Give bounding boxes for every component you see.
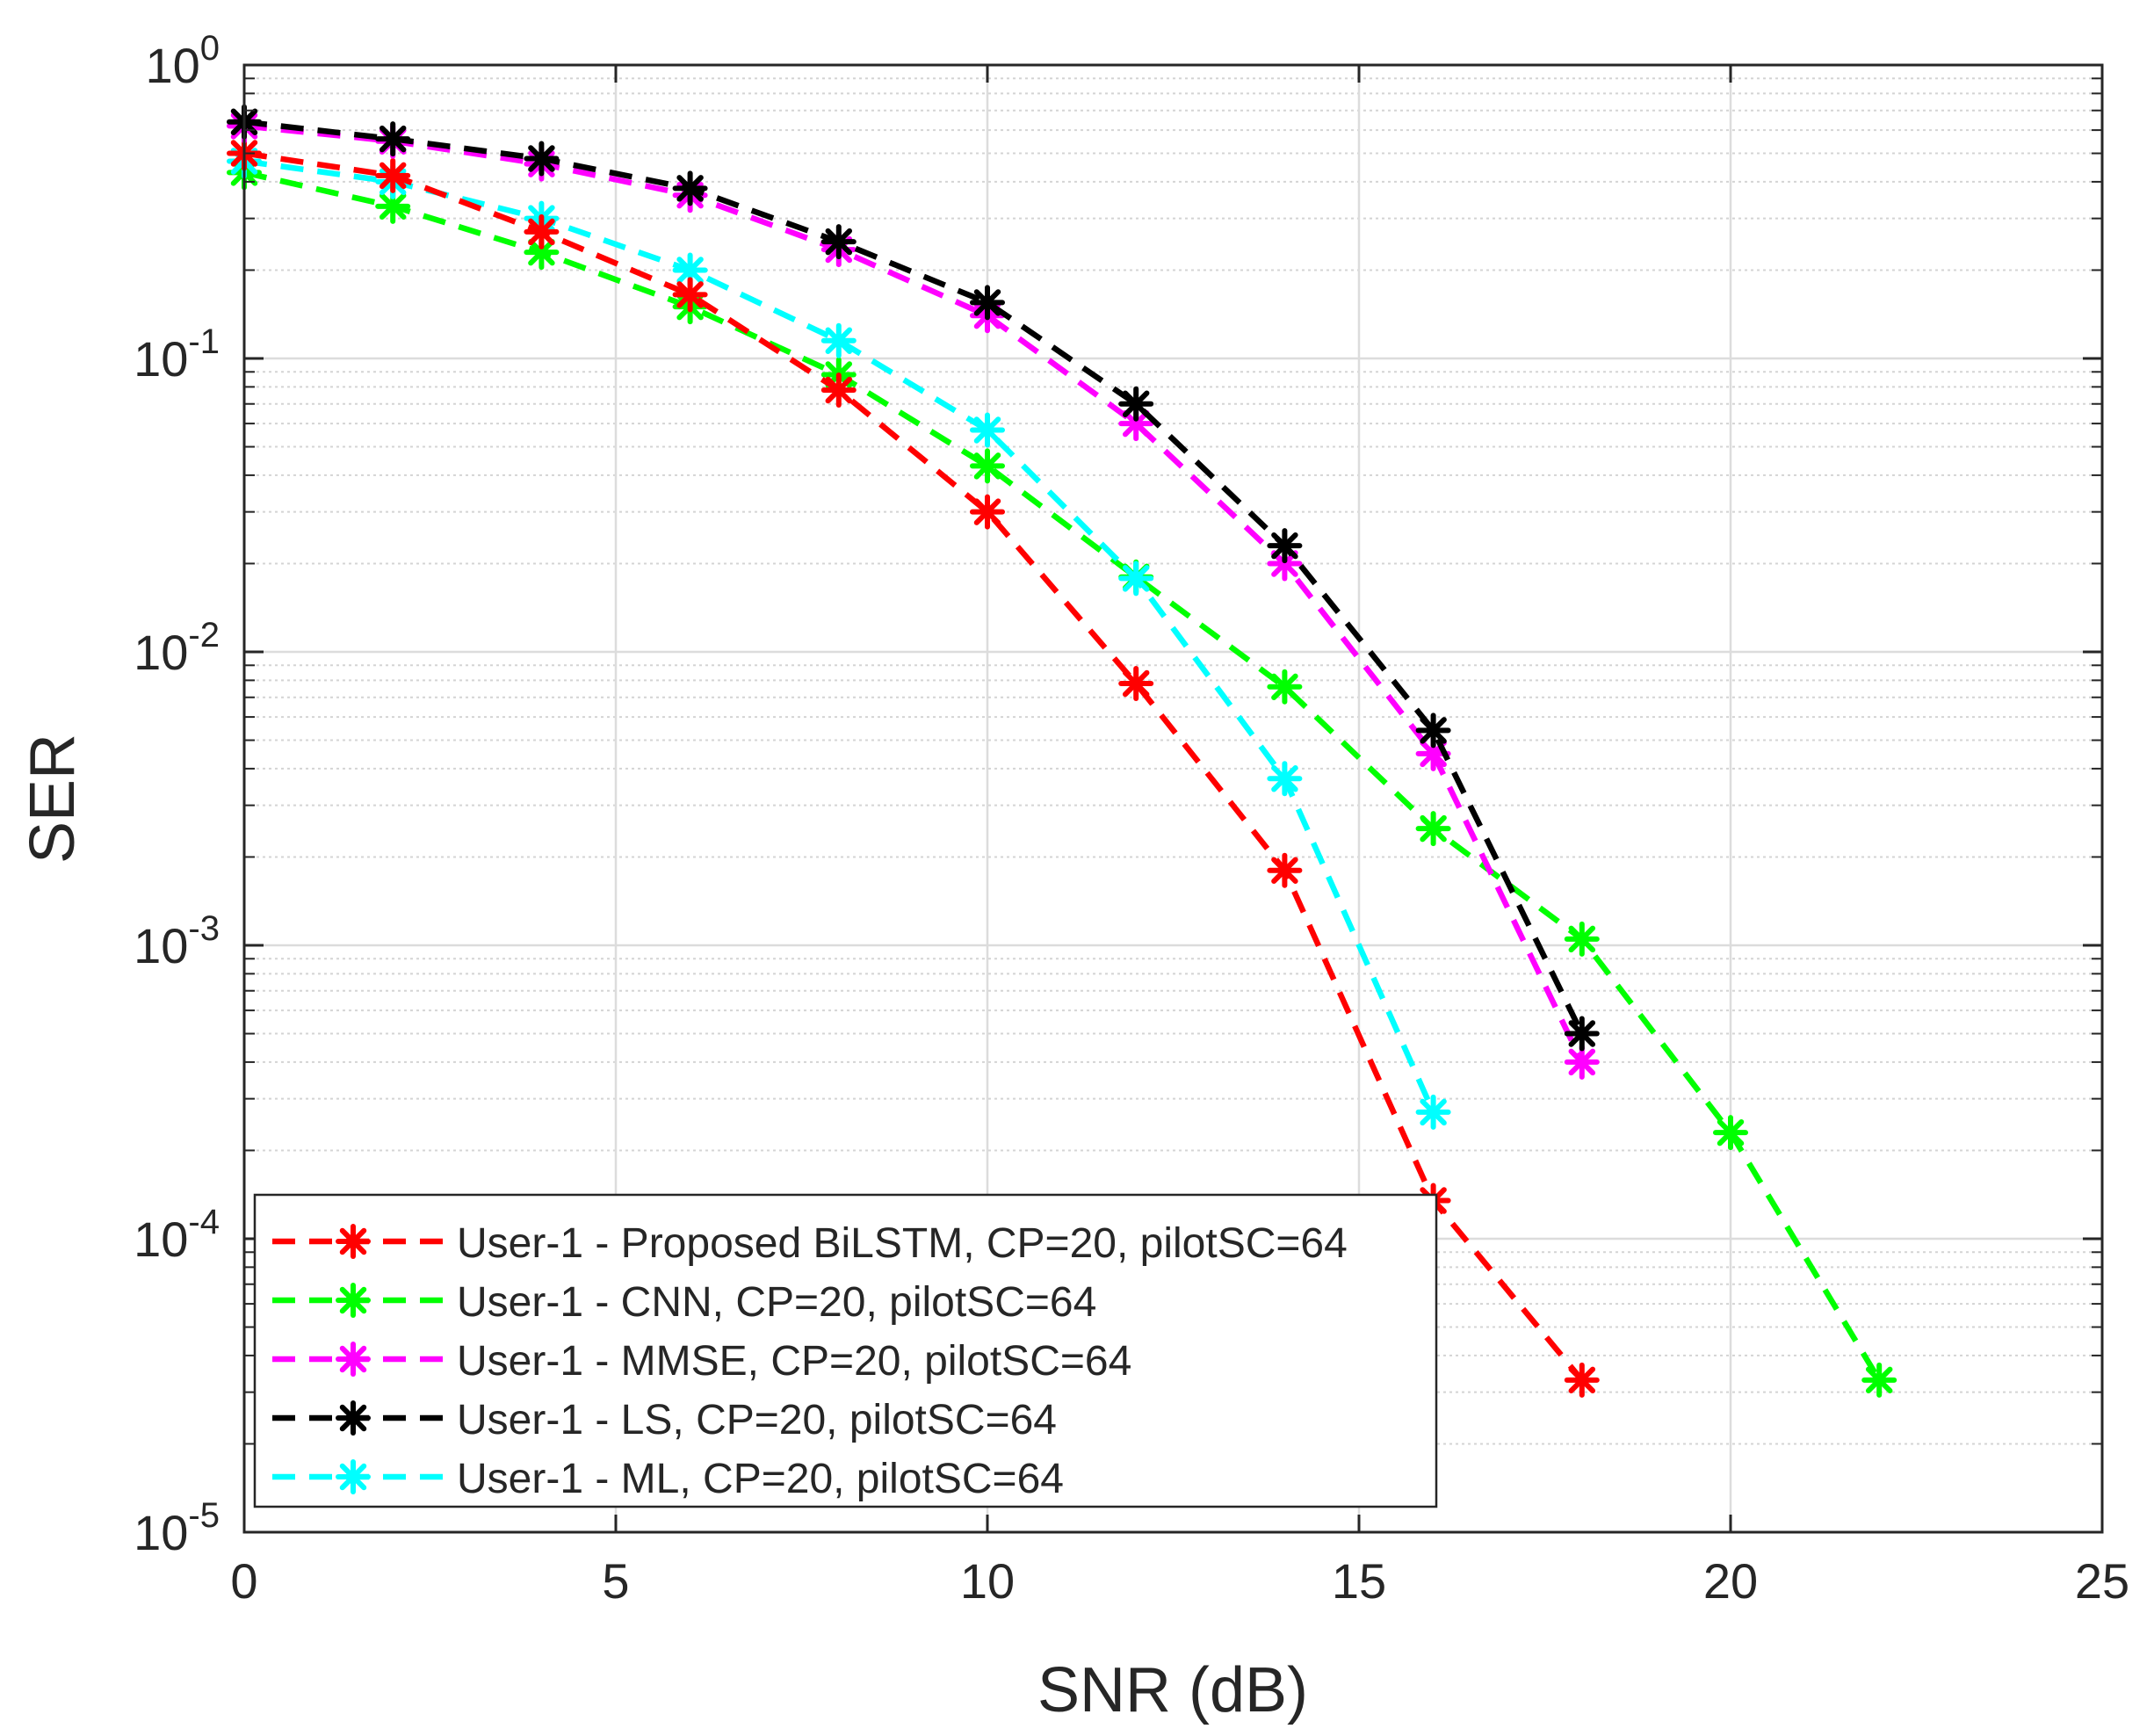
data-point <box>1564 1044 1600 1080</box>
series-layer <box>227 104 1897 1398</box>
legend-label: User-1 - LS, CP=20, pilotSC=64 <box>457 1397 1057 1443</box>
y-tick-exponent: -1 <box>188 322 220 361</box>
legend-entry: User-1 - Proposed BiLSTM, CP=20, pilotSC… <box>272 1220 1348 1267</box>
y-tick-exponent: -4 <box>188 1203 220 1241</box>
data-point <box>970 494 1005 530</box>
legend-entry: User-1 - ML, CP=20, pilotSC=64 <box>272 1456 1064 1502</box>
data-point <box>970 285 1005 321</box>
data-point <box>1564 1016 1600 1052</box>
legend-marker <box>336 1400 371 1436</box>
data-point <box>1267 761 1303 797</box>
series-line <box>243 119 1585 1035</box>
data-point <box>1267 528 1303 564</box>
data-point <box>1118 666 1154 702</box>
data-point <box>524 141 560 177</box>
y-tick-base: 10 <box>134 625 188 680</box>
x-axis-label: SNR (dB) <box>1037 1655 1308 1725</box>
legend-entry: User-1 - LS, CP=20, pilotSC=64 <box>272 1397 1057 1443</box>
x-tick-label: 25 <box>2075 1553 2129 1609</box>
axis-ticks <box>242 63 2104 1534</box>
data-point <box>1415 811 1451 847</box>
legend-label: User-1 - CNN, CP=20, pilotSC=64 <box>457 1279 1096 1326</box>
data-point <box>820 224 857 260</box>
data-point <box>1267 669 1303 705</box>
data-point <box>1118 561 1154 597</box>
data-point <box>1564 1362 1600 1398</box>
series-line <box>243 123 1585 1064</box>
data-point <box>1267 852 1303 888</box>
x-tick-label: 15 <box>1332 1553 1386 1609</box>
y-tick-exponent: -3 <box>188 909 220 948</box>
data-point <box>375 157 411 193</box>
data-point <box>820 322 857 358</box>
data-point <box>820 373 857 409</box>
data-point <box>524 213 560 250</box>
legend-label: User-1 - ML, CP=20, pilotSC=64 <box>457 1456 1064 1502</box>
y-tick-label: 100 <box>145 29 220 93</box>
y-axis-label: SER <box>18 734 88 864</box>
legend-marker <box>336 1224 371 1259</box>
data-point <box>1564 921 1600 957</box>
data-point <box>375 121 411 157</box>
y-tick-base: 10 <box>134 1212 188 1267</box>
legend-label: User-1 - Proposed BiLSTM, CP=20, pilotSC… <box>457 1220 1348 1267</box>
y-tick-base: 10 <box>134 331 188 387</box>
legend-label: User-1 - MMSE, CP=20, pilotSC=64 <box>457 1338 1131 1385</box>
legend-box <box>253 1193 1438 1508</box>
legend: User-1 - Proposed BiLSTM, CP=20, pilotSC… <box>253 1193 1438 1508</box>
series-line <box>243 170 1882 1382</box>
x-tick-label: 0 <box>230 1553 257 1609</box>
data-point <box>970 448 1005 484</box>
legend-marker <box>336 1342 371 1377</box>
y-tick-exponent: 0 <box>200 29 220 68</box>
data-point <box>672 277 708 313</box>
series-line <box>243 150 1585 1382</box>
data-point <box>672 170 708 206</box>
y-tick-label: 10-2 <box>134 616 220 680</box>
x-tick-labels: 0 5 10 15 20 25 <box>230 1553 2129 1609</box>
y-tick-base: 10 <box>145 38 199 93</box>
series-0 <box>227 135 1600 1398</box>
y-tick-label: 10-1 <box>134 322 220 387</box>
data-point <box>1861 1362 1897 1398</box>
y-tick-exponent: -2 <box>188 616 220 655</box>
plot-frame <box>242 63 2104 1534</box>
x-tick-label: 5 <box>602 1553 629 1609</box>
x-tick-label: 10 <box>960 1553 1015 1609</box>
legend-entry: User-1 - CNN, CP=20, pilotSC=64 <box>272 1279 1096 1326</box>
y-tick-exponent: -5 <box>188 1496 220 1535</box>
y-tick-base: 10 <box>134 1505 188 1560</box>
data-point <box>970 412 1005 448</box>
y-tick-label: 10-4 <box>134 1203 220 1267</box>
data-point <box>1415 712 1451 749</box>
data-point <box>1713 1115 1748 1151</box>
y-tick-label: 10-5 <box>134 1496 220 1560</box>
legend-marker <box>336 1459 371 1494</box>
legend-entry: User-1 - MMSE, CP=20, pilotSC=64 <box>272 1338 1131 1385</box>
y-tick-base: 10 <box>134 918 188 973</box>
legend-marker <box>336 1283 371 1318</box>
data-point <box>1118 386 1154 422</box>
data-point <box>1415 1094 1451 1130</box>
y-tick-label: 10-3 <box>134 909 220 973</box>
x-tick-label: 20 <box>1703 1553 1758 1609</box>
